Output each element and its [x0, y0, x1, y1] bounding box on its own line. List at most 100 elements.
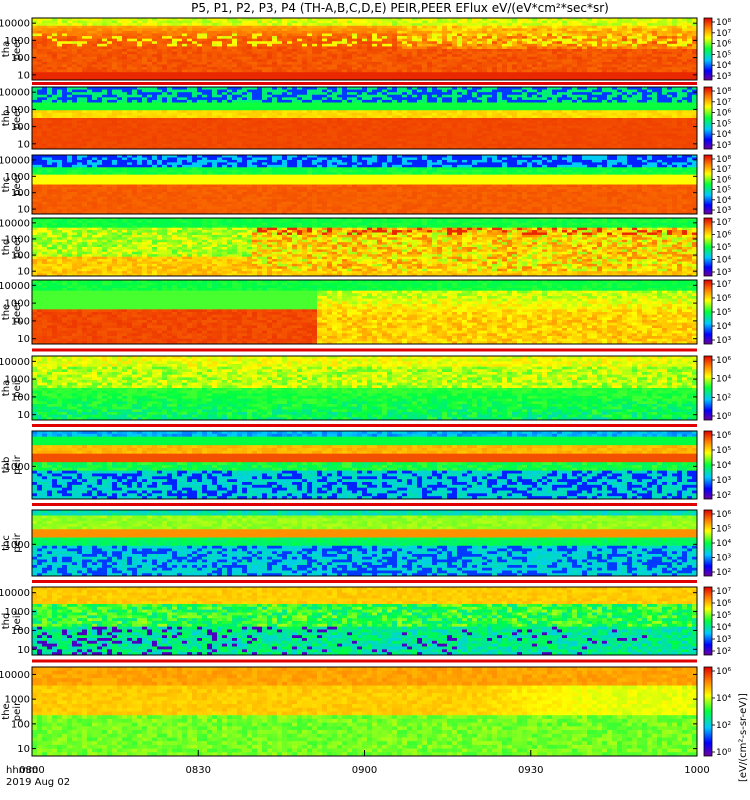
- colorbar-tick-label: 10⁴: [716, 694, 731, 704]
- y-label-line: the: [1, 703, 12, 719]
- colorbar-tick-label: 10⁶: [716, 231, 731, 241]
- colorbar-tick-label: 10⁶: [716, 175, 731, 185]
- colorbar-tick-label: 10⁷: [716, 587, 731, 597]
- colorbar-tick-label: 10⁷: [716, 29, 731, 39]
- colorbar-tick-label: 10⁶: [716, 599, 731, 609]
- spectrogram-thd-peer: [32, 218, 697, 276]
- colorbar-label: [eV/(cm²-s-sr-eV)]: [738, 693, 749, 782]
- spectrogram-thc-peir: [32, 510, 697, 576]
- colorbar-tick-label: 10³: [716, 268, 731, 278]
- spectrogram-thb-peir: [32, 431, 697, 499]
- colorbar-tick-label: 10³: [716, 476, 731, 486]
- colorbar-thd-peer: 10⁷ 10⁶ 10⁵ 10⁴ 10³: [704, 218, 731, 278]
- y-label-line: peir: [12, 454, 23, 474]
- colorbar-tick-label: 10⁴: [716, 375, 731, 385]
- colorbar-tick-label: 10⁷: [716, 165, 731, 175]
- panel-separator: [32, 655, 697, 667]
- spectrogram-the-peer: [32, 280, 697, 344]
- y-label-line: thc: [1, 177, 12, 193]
- figure-title: P5, P1, P2, P3, P4 (TH-A,B,C,D,E) PEIR,P…: [191, 1, 609, 15]
- y-tick-label: 10000: [0, 88, 30, 99]
- y-tick-label: 10000: [0, 19, 30, 30]
- colorbar-tick-label: 10⁴: [716, 461, 731, 471]
- y-label-line: peir: [12, 610, 23, 630]
- colorbar-tick-label: 10⁰: [716, 412, 731, 422]
- colorbar-tick-label: 10⁴: [716, 322, 731, 332]
- y-label-line: tha: [1, 41, 12, 57]
- colorbar-tick-label: 10⁶: [716, 40, 731, 50]
- panel-separator: [32, 576, 697, 587]
- y-label-line: peer: [12, 172, 23, 196]
- colorbar-tick-label: 10⁶: [716, 667, 731, 677]
- y-label-line: thc: [1, 535, 12, 551]
- colorbar-tick-label: 10⁴: [716, 539, 731, 549]
- colorbar-tick-label: 10⁶: [716, 431, 731, 441]
- y-tick-label: 10: [17, 205, 30, 216]
- colorbar-tick-label: 10⁴: [716, 256, 731, 266]
- colorbar-tick-label: 10⁷: [716, 218, 731, 228]
- colorbar-tick-label: 10⁴: [716, 130, 731, 140]
- spectrogram-tha-peer: [32, 18, 697, 80]
- colorbar-tick-label: 10⁷: [716, 98, 731, 108]
- x-date-label: 2019 Aug 02: [6, 777, 70, 788]
- y-label-line: peer: [12, 300, 23, 324]
- panel-separator: [32, 420, 697, 431]
- colorbar-tick-label: 10⁴: [716, 196, 731, 206]
- y-label-line: tha: [1, 380, 12, 396]
- y-label-line: peer: [12, 235, 23, 259]
- x-tick-label: 0930: [518, 765, 543, 776]
- colorbar-tick-label: 10⁴: [716, 623, 731, 633]
- y-tick-label: 10: [17, 410, 30, 421]
- colorbar-tick-label: 10⁶: [716, 294, 731, 304]
- panel-separator: [32, 344, 697, 356]
- colorbar-tick-label: 10⁸: [716, 87, 731, 97]
- x-time-label: hhmm: [6, 765, 38, 776]
- x-tick-label: 1000: [684, 765, 709, 776]
- panel-separator: [32, 80, 697, 87]
- colorbar-tick-label: 10⁵: [716, 243, 731, 253]
- colorbar-tick-label: 10³: [716, 206, 731, 216]
- colorbar-tick-label: 10³: [716, 336, 731, 346]
- spectrogram-thb-peer: [32, 87, 697, 149]
- y-tick-label: 10000: [0, 218, 30, 229]
- y-tick-label: 10000: [0, 670, 30, 681]
- y-label-line: thb: [1, 110, 12, 127]
- y-label-line: peir: [12, 701, 23, 721]
- y-tick-label: 10: [17, 645, 30, 656]
- colorbar-tick-label: 10⁵: [716, 611, 731, 621]
- colorbar-tick-label: 10⁵: [716, 308, 731, 318]
- colorbar-tick-label: 10³: [716, 141, 731, 151]
- y-tick-label: 10: [17, 744, 30, 755]
- y-tick-label: 10: [17, 70, 30, 81]
- colorbar-tick-label: 10⁶: [716, 356, 731, 366]
- y-tick-label: 10000: [0, 155, 30, 166]
- colorbar-tick-label: 10⁵: [716, 119, 731, 129]
- y-tick-label: 10: [17, 267, 30, 278]
- colorbar-tick-label: 10⁸: [716, 18, 731, 28]
- y-tick-label: 10: [17, 334, 30, 345]
- colorbar-tick-label: 10⁵: [716, 446, 731, 456]
- spectrogram-thd-peir: [32, 587, 697, 655]
- colorbar-tick-label: 10³: [716, 554, 731, 564]
- y-label-line: peer: [12, 37, 23, 61]
